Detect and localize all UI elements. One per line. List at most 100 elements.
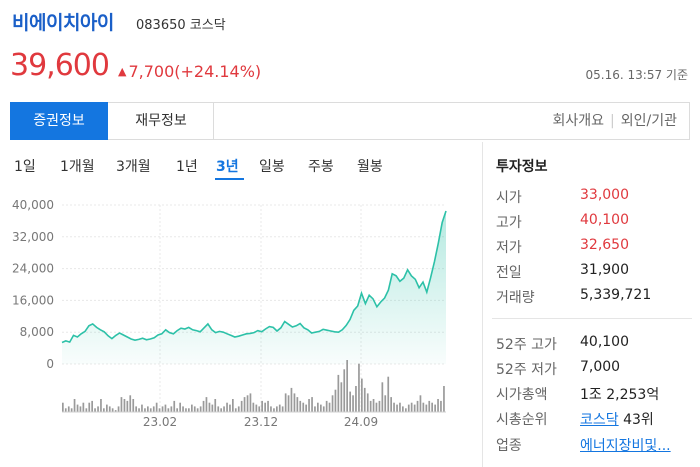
- volume-bar: [407, 404, 410, 412]
- volume-bar: [85, 408, 88, 412]
- volume-bar: [363, 387, 366, 412]
- volume-bar: [346, 360, 348, 412]
- volume-bar: [299, 400, 302, 412]
- period-3m[interactable]: 3개월: [116, 159, 151, 175]
- volume-bar: [443, 386, 445, 412]
- 52w-low-label: 52주 저가: [496, 362, 557, 378]
- volume-bar: [331, 395, 334, 412]
- volume-bar: [322, 406, 325, 412]
- volume-bar: [188, 408, 190, 412]
- volume-bar: [410, 402, 413, 412]
- period-1y[interactable]: 1년: [176, 159, 198, 175]
- y-tick-label: 16,000: [12, 293, 54, 307]
- market-cap-label: 시가총액: [496, 387, 548, 403]
- volume-bar: [208, 402, 211, 412]
- volume-bar: [91, 400, 93, 412]
- volume-bar: [243, 397, 246, 412]
- period-3y[interactable]: 3년: [216, 159, 239, 175]
- volume-bar: [372, 399, 375, 412]
- volume-bar: [223, 406, 225, 412]
- open-label: 시가: [496, 190, 522, 206]
- tab-financial-info[interactable]: 재무정보: [109, 102, 214, 140]
- volume-bar: [425, 404, 428, 412]
- volume-bar: [199, 406, 202, 412]
- volume-bar: [226, 402, 228, 412]
- volume-bar: [129, 395, 132, 412]
- price-chart[interactable]: 40,000 32,000 24,000 16,000 8,000 0 23.02 23.1…: [0, 190, 482, 467]
- volume-bar: [70, 408, 73, 412]
- period-monthly[interactable]: 월봉: [357, 159, 383, 175]
- 52w-high-value: 40,100: [580, 334, 629, 350]
- volume-bar: [100, 399, 102, 412]
- volume-bar: [325, 400, 328, 412]
- price-area: [62, 211, 446, 364]
- price-change: ▲ 7,700(+24.14%): [118, 62, 261, 81]
- volume-bar: [120, 397, 123, 412]
- volume-bar: [311, 397, 313, 412]
- volume-bar: [308, 399, 310, 412]
- volume-bar: [126, 400, 129, 412]
- volume-bar: [296, 397, 299, 412]
- volume-bar: [106, 404, 108, 412]
- volume-bar: [369, 400, 372, 412]
- volume-bar: [103, 408, 105, 412]
- volume-bar: [97, 406, 99, 412]
- volume-bar: [419, 395, 422, 412]
- volume-bar: [270, 406, 272, 412]
- prev-close-label: 전일: [496, 265, 522, 281]
- volume-bar: [431, 402, 433, 412]
- volume-bar: [302, 402, 305, 412]
- period-weekly[interactable]: 주봉: [308, 159, 334, 175]
- sector-label: 업종: [496, 438, 522, 454]
- y-axis-ticks: 40,000 32,000 24,000 16,000 8,000 0: [12, 198, 54, 371]
- volume-bar: [141, 404, 143, 412]
- volume-bar: [287, 395, 290, 412]
- volume-bar: [405, 408, 407, 412]
- volume-bar: [234, 408, 237, 412]
- volume-bar: [317, 402, 319, 412]
- period-daily[interactable]: 일봉: [259, 159, 285, 175]
- stock-name[interactable]: 비에이치아이: [12, 12, 114, 34]
- price-line: [61, 210, 447, 344]
- current-price: 39,600: [10, 48, 110, 83]
- volume-bar: [413, 404, 416, 412]
- period-1d[interactable]: 1일: [14, 159, 36, 175]
- market-name: 코스닥: [189, 18, 226, 33]
- sector-link[interactable]: 에너지장비및...: [580, 438, 671, 454]
- prev-close-value: 31,900: [580, 262, 629, 278]
- up-triangle-icon: ▲: [118, 65, 127, 78]
- volume-bar: [82, 402, 85, 412]
- volume-bar: [434, 404, 436, 412]
- volume-bar: [290, 387, 293, 412]
- volume-bar: [267, 400, 269, 412]
- volume-bar: [179, 402, 181, 412]
- x-tick-label: 23.02: [143, 415, 177, 429]
- volume-bar: [62, 402, 64, 412]
- foreign-institution-link[interactable]: 외인/기관: [620, 113, 677, 129]
- volume-bar: [108, 406, 111, 412]
- high-value: 40,100: [580, 212, 629, 228]
- volume-bar: [361, 378, 363, 412]
- volume-bar: [229, 404, 231, 412]
- volume-bar: [440, 400, 442, 412]
- volume-bar: [366, 393, 369, 412]
- rank-market-link[interactable]: 코스닥: [580, 412, 619, 428]
- volume-bar: [375, 402, 378, 412]
- volume-bar: [114, 410, 117, 412]
- volume-bar: [202, 400, 205, 412]
- tab-right-links: 회사개요 | 외인/기관: [553, 103, 678, 139]
- rank-value-group: 코스닥 43위: [580, 409, 654, 429]
- volume-bar: [252, 402, 255, 412]
- tab-stock-info[interactable]: 증권정보: [10, 102, 108, 140]
- volume-bar: [358, 363, 360, 412]
- 52w-low-value: 7,000: [580, 359, 621, 375]
- x-tick-label: 24.09: [344, 415, 378, 429]
- volume-bar: [428, 400, 431, 412]
- volume-value: 5,339,721: [580, 287, 652, 303]
- period-1m[interactable]: 1개월: [60, 159, 95, 175]
- volume-bar: [158, 408, 161, 412]
- company-overview-link[interactable]: 회사개요: [552, 113, 605, 129]
- timestamp: 05.16. 13:57 기준: [585, 68, 688, 82]
- volume-bar: [182, 406, 184, 412]
- active-period-underline: [215, 178, 244, 180]
